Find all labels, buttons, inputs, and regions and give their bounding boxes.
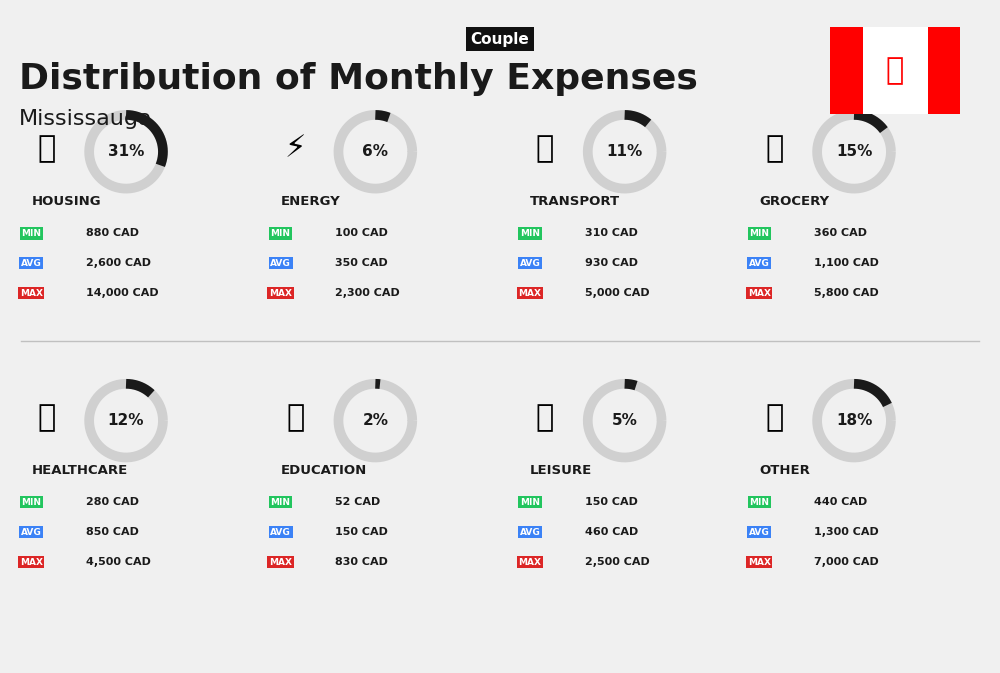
Text: 🏢: 🏢 bbox=[37, 135, 55, 164]
Text: 52 CAD: 52 CAD bbox=[335, 497, 381, 507]
Text: 🎓: 🎓 bbox=[286, 403, 305, 432]
Text: MAX: MAX bbox=[748, 289, 771, 297]
Text: TRANSPORT: TRANSPORT bbox=[530, 195, 620, 208]
Text: 7,000 CAD: 7,000 CAD bbox=[814, 557, 879, 567]
Text: MAX: MAX bbox=[748, 557, 771, 567]
Text: 2,600 CAD: 2,600 CAD bbox=[86, 258, 151, 269]
Text: AVG: AVG bbox=[270, 259, 291, 268]
Text: 440 CAD: 440 CAD bbox=[814, 497, 867, 507]
Text: MIN: MIN bbox=[21, 229, 41, 238]
Text: MAX: MAX bbox=[269, 289, 292, 297]
Text: 5%: 5% bbox=[612, 413, 638, 428]
Text: 15%: 15% bbox=[836, 144, 872, 160]
Text: 150 CAD: 150 CAD bbox=[585, 497, 638, 507]
Text: 880 CAD: 880 CAD bbox=[86, 228, 139, 238]
Text: 🛍: 🛍 bbox=[536, 403, 554, 432]
Text: ENERGY: ENERGY bbox=[281, 195, 340, 208]
Text: 18%: 18% bbox=[836, 413, 872, 428]
Text: 280 CAD: 280 CAD bbox=[86, 497, 139, 507]
Text: AVG: AVG bbox=[520, 528, 540, 536]
FancyBboxPatch shape bbox=[862, 27, 928, 114]
Text: MIN: MIN bbox=[520, 229, 540, 238]
Text: 🛒: 🛒 bbox=[765, 135, 783, 164]
Text: 2,300 CAD: 2,300 CAD bbox=[335, 288, 400, 298]
Text: MIN: MIN bbox=[520, 498, 540, 507]
Text: ⚡: ⚡ bbox=[285, 135, 306, 164]
Text: AVG: AVG bbox=[749, 528, 770, 536]
Text: GROCERY: GROCERY bbox=[759, 195, 829, 208]
Text: 1,300 CAD: 1,300 CAD bbox=[814, 527, 879, 537]
Text: Distribution of Monthly Expenses: Distribution of Monthly Expenses bbox=[19, 62, 698, 96]
Text: AVG: AVG bbox=[21, 259, 42, 268]
Text: 1,100 CAD: 1,100 CAD bbox=[814, 258, 879, 269]
Text: AVG: AVG bbox=[21, 528, 42, 536]
Text: 360 CAD: 360 CAD bbox=[814, 228, 867, 238]
Text: MAX: MAX bbox=[518, 557, 541, 567]
Text: 6%: 6% bbox=[362, 144, 388, 160]
Text: 31%: 31% bbox=[108, 144, 144, 160]
Text: MIN: MIN bbox=[749, 229, 769, 238]
Text: 830 CAD: 830 CAD bbox=[335, 557, 388, 567]
Text: 2,500 CAD: 2,500 CAD bbox=[585, 557, 650, 567]
Text: AVG: AVG bbox=[270, 528, 291, 536]
Text: 💰: 💰 bbox=[765, 403, 783, 432]
Text: HOUSING: HOUSING bbox=[31, 195, 101, 208]
Text: EDUCATION: EDUCATION bbox=[281, 464, 367, 477]
Text: 🍁: 🍁 bbox=[886, 56, 904, 85]
Text: 2%: 2% bbox=[362, 413, 388, 428]
Text: 100 CAD: 100 CAD bbox=[335, 228, 388, 238]
Text: Mississauga: Mississauga bbox=[19, 109, 153, 129]
Text: MAX: MAX bbox=[20, 289, 43, 297]
Text: 14,000 CAD: 14,000 CAD bbox=[86, 288, 159, 298]
Text: 5,000 CAD: 5,000 CAD bbox=[585, 288, 649, 298]
Text: AVG: AVG bbox=[520, 259, 540, 268]
Text: 310 CAD: 310 CAD bbox=[585, 228, 638, 238]
Text: 4,500 CAD: 4,500 CAD bbox=[86, 557, 151, 567]
Text: 850 CAD: 850 CAD bbox=[86, 527, 139, 537]
Text: 150 CAD: 150 CAD bbox=[335, 527, 388, 537]
Text: 930 CAD: 930 CAD bbox=[585, 258, 638, 269]
Text: OTHER: OTHER bbox=[759, 464, 810, 477]
Text: 460 CAD: 460 CAD bbox=[585, 527, 638, 537]
Text: MAX: MAX bbox=[518, 289, 541, 297]
Text: 12%: 12% bbox=[108, 413, 144, 428]
Text: 🚌: 🚌 bbox=[536, 135, 554, 164]
Text: HEALTHCARE: HEALTHCARE bbox=[31, 464, 128, 477]
Text: 11%: 11% bbox=[607, 144, 643, 160]
Text: 5,800 CAD: 5,800 CAD bbox=[814, 288, 879, 298]
Text: 350 CAD: 350 CAD bbox=[335, 258, 388, 269]
Text: AVG: AVG bbox=[749, 259, 770, 268]
FancyBboxPatch shape bbox=[928, 27, 960, 114]
Text: MAX: MAX bbox=[269, 557, 292, 567]
Text: MIN: MIN bbox=[271, 498, 291, 507]
FancyBboxPatch shape bbox=[830, 27, 862, 114]
Text: LEISURE: LEISURE bbox=[530, 464, 592, 477]
Text: MIN: MIN bbox=[749, 498, 769, 507]
Text: 🏥: 🏥 bbox=[37, 403, 55, 432]
Text: Couple: Couple bbox=[471, 32, 529, 46]
Text: MAX: MAX bbox=[20, 557, 43, 567]
Text: MIN: MIN bbox=[271, 229, 291, 238]
Text: MIN: MIN bbox=[21, 498, 41, 507]
